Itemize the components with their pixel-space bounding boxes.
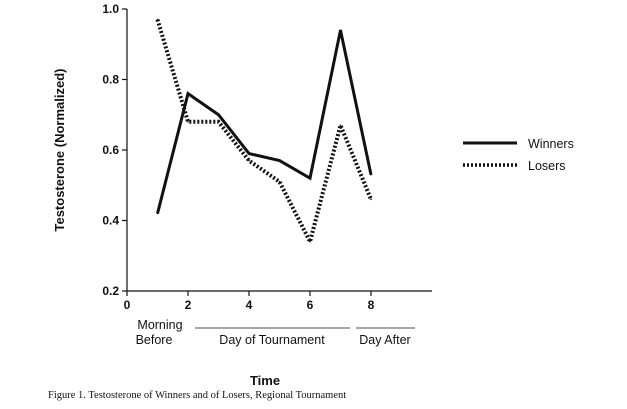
data-point-losers [187, 121, 189, 123]
y-tick-label: 0.4 [102, 214, 119, 228]
legend: Winners Losers [463, 137, 574, 173]
data-point-winners [309, 177, 311, 179]
y-tick-label: 0.6 [102, 143, 119, 157]
x-ticks-group: 0 2 4 6 8 [124, 291, 375, 312]
x-tick-label: 4 [246, 298, 253, 312]
data-point-losers [339, 124, 342, 127]
data-point-losers [248, 159, 250, 162]
series-line-winners [156, 29, 373, 214]
period-label-day-of: Day of Tournament [219, 333, 325, 347]
data-point-losers [217, 121, 220, 123]
data-point-winners [248, 152, 250, 155]
data-point-winners [339, 29, 342, 31]
data-point-losers [370, 198, 372, 201]
y-tick-label: 1.0 [102, 2, 119, 16]
data-point-losers [309, 240, 311, 243]
data-point-losers [156, 18, 159, 21]
period-label-morning-1: Morning [137, 318, 182, 332]
series-group [155, 18, 373, 248]
y-tick-label: 0.2 [102, 284, 119, 298]
x-tick-label: 6 [307, 298, 314, 312]
data-point-winners [217, 113, 220, 116]
legend-label-winners: Winners [528, 137, 574, 151]
x-tick-label: 0 [124, 298, 131, 312]
data-point-winners [278, 159, 281, 162]
y-axis-label: Testosterone (Normalized) [52, 68, 67, 231]
series-line-losers [155, 19, 373, 248]
y-tick-label: 0.8 [102, 73, 119, 87]
data-point-winners [156, 212, 159, 215]
x-tick-label: 2 [185, 298, 192, 312]
period-label-day-after: Day After [359, 333, 410, 347]
data-point-winners [187, 92, 189, 95]
figure-caption: Figure 1. Testosterone of Winners and of… [48, 390, 346, 401]
y-ticks-group: 0.2 0.4 0.6 0.8 1.0 [102, 2, 127, 298]
x-tick-label: 8 [368, 298, 375, 312]
legend-label-losers: Losers [528, 159, 566, 173]
data-point-winners [370, 173, 372, 176]
data-point-losers [278, 180, 281, 183]
period-label-morning-2: Before [136, 333, 173, 347]
x-axis-label: Time [250, 373, 280, 388]
